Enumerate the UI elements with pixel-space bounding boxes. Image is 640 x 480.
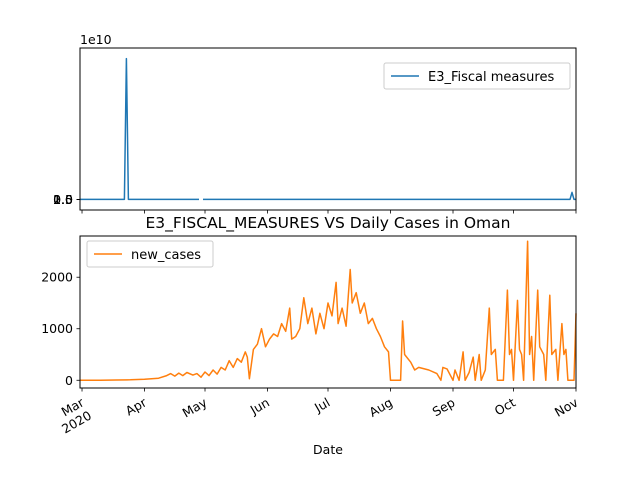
y-tick-label: 0.0 [53, 192, 73, 207]
new-cases-legend-box [86, 240, 214, 268]
fiscal-x-minor-ticks [81, 210, 577, 214]
fiscal-legend: E3_Fiscal measures [383, 62, 571, 90]
new-cases-legend: new_cases [86, 240, 214, 268]
fiscal-legend-label: E3_Fiscal measures [428, 70, 554, 85]
fiscal-y-ticks: 0.00.51.01.52.0 [53, 192, 80, 207]
new-cases-series-lines [80, 240, 577, 382]
fiscal-measures-panel: 0.00.51.01.52.0 1e10 E3_Fiscal measures [53, 32, 577, 214]
y-tick-label: 0 [65, 373, 73, 388]
new-cases-axes-frame [79, 235, 577, 389]
fiscal-axes-frame [79, 47, 577, 211]
fiscal-legend-box [383, 62, 571, 90]
fiscal-series-lines [80, 57, 576, 201]
new-cases-y-ticks: 0 1000 2000 [41, 270, 80, 388]
y-tick-label: 1.5 [53, 192, 73, 207]
y-tick-label: 2.0 [53, 192, 73, 207]
x-tick-month: Jul [311, 395, 332, 416]
series-line-e3-fiscal-measures-1 [203, 191, 576, 201]
series-line-new-cases-0 [80, 240, 577, 382]
x-axis-label: Date [313, 442, 343, 457]
y-tick-label: 1.0 [53, 192, 73, 207]
fiscal-offset-text: 1e10 [80, 32, 112, 47]
series-line-e3-fiscal-measures-0 [80, 57, 199, 201]
y-tick-label: 2000 [41, 270, 73, 285]
chart-title: E3_FISCAL_MEASURES VS Daily Cases in Oma… [146, 214, 511, 233]
x-tick-label: Jul [311, 395, 332, 416]
new-cases-legend-label: new_cases [131, 248, 201, 263]
y-tick-label: 0.5 [53, 192, 73, 207]
y-tick-label: 1000 [41, 321, 73, 336]
